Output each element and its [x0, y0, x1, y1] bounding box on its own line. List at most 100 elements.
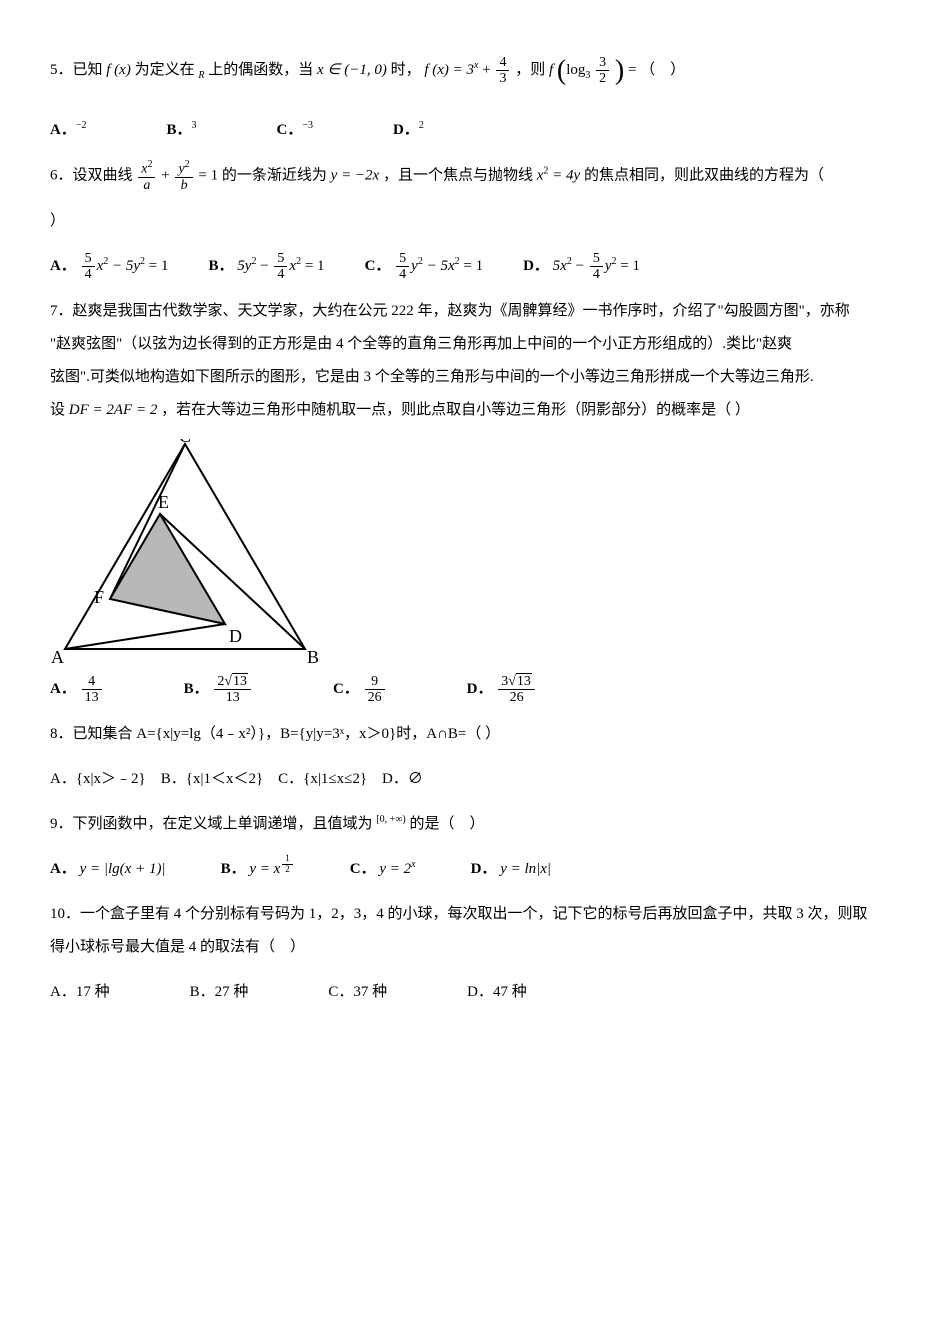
q5-frac: 43 [496, 55, 509, 87]
q5-options: A．−2 B．3 C．−3 D．2 [50, 114, 900, 147]
q6-B-pre: 5y [237, 258, 251, 274]
q7-opt-b[interactable]: B． 2√1313 [184, 673, 253, 706]
q10-opt-c[interactable]: C．37 种 [328, 976, 387, 1009]
q6-C-label: C． [365, 258, 391, 274]
question-7: 7．赵爽是我国古代数学家、天文学家，大约在公元 222 年，赵爽为《周髀算经》一… [50, 295, 900, 427]
q6-A-mid: − 5y [108, 258, 140, 274]
q5-cond: x ∈ (−1, 0) [317, 62, 387, 78]
q6-A-label: A． [50, 258, 76, 274]
q5-flog-l: f [549, 62, 553, 78]
q5-R: R [198, 70, 204, 81]
q8-opt-d[interactable]: D．∅ [382, 763, 423, 796]
q6-mid3: 的焦点相同，则此双曲线的方程为（ [584, 167, 824, 183]
q8-opt-c[interactable]: C．{x|1≤x≤2} [278, 763, 367, 796]
q10-opt-b[interactable]: B．27 种 [190, 976, 249, 1009]
q9-options: A． y = |lg(x + 1)| B． y = x12 C． y = 2x … [50, 853, 900, 886]
q6-A-fd: 4 [82, 267, 95, 282]
q8-opt-b[interactable]: B．{x|1＜x＜2} [161, 763, 263, 796]
q7-D-den: 26 [498, 690, 535, 705]
triangle-svg: ABCDEF [50, 439, 320, 669]
q6-parab-r: = 4y [548, 167, 580, 183]
q6-C-frac: 54 [396, 251, 409, 283]
q7-A-den: 13 [82, 690, 102, 705]
q5-B-label: B． [166, 122, 191, 138]
q5-opt-a[interactable]: A．−2 [50, 114, 86, 147]
question-5: 5．已知 f (x) 为定义在 R 上的偶函数，当 x ∈ (−1, 0) 时，… [50, 40, 900, 102]
lparen-icon: ( [557, 55, 566, 86]
q5-opt-b[interactable]: B．3 [166, 114, 196, 147]
q6-opt-a[interactable]: A． 54x2 − 5y2 = 1 [50, 250, 169, 283]
q5-D-val: 2 [419, 120, 424, 131]
svg-text:D: D [229, 626, 242, 646]
q7-line2: "赵爽弦图"（以弦为边长得到的正方形是由 4 个全等的直角三角形再加上中间的一个… [50, 328, 900, 361]
q6-prefix: 6．设双曲线 [50, 167, 133, 183]
q7-C-label: C． [333, 681, 359, 697]
q7-opt-c[interactable]: C． 926 [333, 673, 387, 706]
q8-opt-a[interactable]: A．{x|x＞﹣2} [50, 763, 146, 796]
q6-f1e: 2 [147, 159, 152, 170]
q9-C-label: C． [350, 861, 376, 877]
q6-A-frac: 54 [82, 251, 95, 283]
q5-A-val: −2 [76, 120, 87, 131]
q5-mid3: 时， [391, 62, 421, 78]
q6-mid1: 的一条渐近线为 [222, 167, 327, 183]
q7-line3: 弦图".可类似地构造如下图所示的图形，它是由 3 个全等的三角形与中间的一个小等… [50, 361, 900, 394]
q5-opt-d[interactable]: D．2 [393, 114, 424, 147]
q6-asym: y = −2x [331, 167, 380, 183]
q10-opt-d[interactable]: D．47 种 [467, 976, 527, 1009]
q7-line4: 设 DF = 2AF = 2 ，若在大等边三角形中随机取一点，则此点取自小等边三… [50, 394, 900, 427]
q7-A-frac: 413 [82, 674, 102, 706]
q6-f2e: 2 [185, 159, 190, 170]
q5-frac-num: 4 [496, 55, 509, 71]
q9-opt-b[interactable]: B． y = x12 [221, 853, 295, 886]
q6-B-label: B． [209, 258, 234, 274]
svg-text:B: B [307, 647, 319, 667]
q6-B-fn: 5 [274, 251, 287, 267]
q7-A-label: A． [50, 681, 76, 697]
q5-prefix: 5．已知 [50, 62, 103, 78]
q6-plus: + [161, 167, 173, 183]
q5-C-label: C． [277, 122, 303, 138]
q9-D-val: y = ln|x| [500, 861, 551, 877]
q5-opt-c[interactable]: C．−3 [277, 114, 313, 147]
q6-C-end: = 1 [460, 258, 483, 274]
q7-line4b: ，若在大等边三角形中随机取一点，则此点取自小等边三角形（阴影部分）的概率是（ ） [161, 402, 750, 418]
q9-B-ed: 2 [282, 865, 293, 875]
rparen-icon: ) [615, 55, 624, 86]
q6-opt-b[interactable]: B． 5y2 − 54x2 = 1 [209, 250, 325, 283]
q10-options: A．17 种 B．27 种 C．37 种 D．47 种 [50, 976, 900, 1009]
q6-f2d: b [181, 178, 188, 193]
q6-D-frac: 54 [590, 251, 603, 283]
q6-frac2: y2b [175, 159, 192, 193]
q6-D-mid: − [572, 258, 588, 274]
q6-D-pre: 5x [553, 258, 567, 274]
q9-stem-a: 9．下列函数中，在定义域上单调递增，且值域为 [50, 816, 373, 832]
question-6: 6．设双曲线 x2a + y2b = 1 的一条渐近线为 y = −2x ，且一… [50, 159, 900, 193]
q9-C-val: y = 2 [379, 861, 411, 877]
q9-opt-a[interactable]: A． y = |lg(x + 1)| [50, 853, 166, 886]
q7-df: DF = 2AF = 2 [69, 402, 158, 418]
q7-B-pre: 2 [217, 674, 224, 689]
q7-A-num: 4 [82, 674, 102, 690]
q9-D-label: D． [471, 861, 497, 877]
q7-opt-d[interactable]: D． 3√1326 [467, 673, 537, 706]
q10-line1: 10．一个盒子里有 4 个分别标有号码为 1，2，3，4 的小球，每次取出一个，… [50, 898, 900, 931]
q6-B-end: = 1 [301, 258, 324, 274]
q8-stem: 8．已知集合 A={x|y=lg（4﹣x²）}，B={y|y=3ˣ，x＞0}时，… [50, 726, 500, 742]
q6-close: ） [50, 213, 65, 229]
q5-logarg-den: 2 [596, 71, 609, 86]
q5-C-val: −3 [302, 120, 313, 131]
q6-opt-c[interactable]: C． 54y2 − 5x2 = 1 [365, 250, 484, 283]
q6-D-fd: 4 [590, 267, 603, 282]
q6-f1d: a [143, 178, 150, 193]
q6-B-frac: 54 [274, 251, 287, 283]
q9-opt-c[interactable]: C． y = 2x [350, 853, 416, 886]
q6-opt-d[interactable]: D． 5x2 − 54y2 = 1 [523, 250, 640, 283]
q10-opt-a[interactable]: A．17 种 [50, 976, 110, 1009]
q7-opt-a[interactable]: A． 413 [50, 673, 104, 706]
q9-opt-d[interactable]: D． y = ln|x| [471, 853, 551, 886]
q7-D-pre: 3 [501, 674, 508, 689]
q6-A-fn: 5 [82, 251, 95, 267]
q6-D-label: D． [523, 258, 549, 274]
svg-text:C: C [179, 439, 191, 446]
